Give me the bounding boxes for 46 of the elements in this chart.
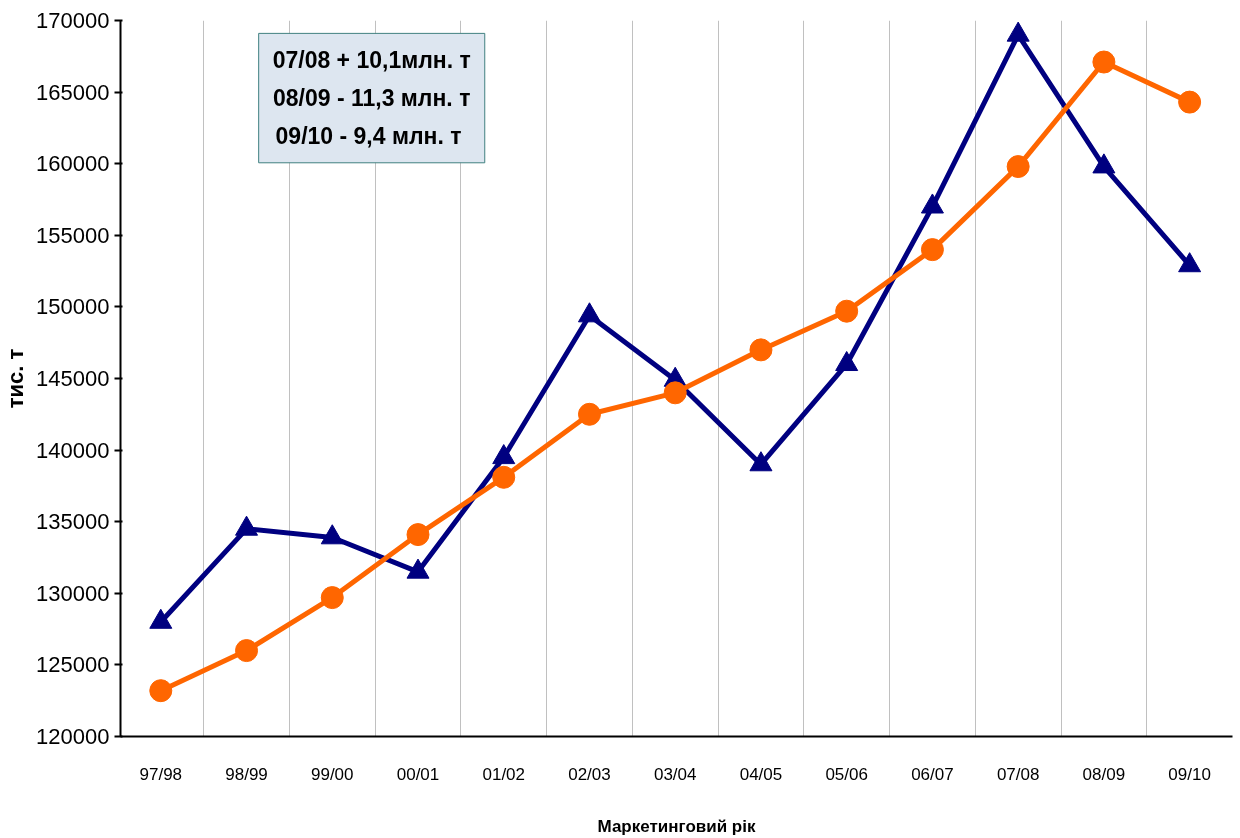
point	[1006, 21, 1030, 42]
y-tick-label: 160000	[36, 151, 110, 177]
x-tick-label: 07/08	[996, 764, 1040, 784]
point	[492, 465, 516, 489]
y-tick-label: 150000	[36, 294, 110, 320]
point	[749, 338, 773, 362]
x-tick-label: 08/09	[1082, 764, 1126, 784]
point	[577, 302, 601, 323]
point	[835, 350, 859, 372]
point	[920, 193, 944, 214]
x-tick-label: 05/06	[825, 764, 868, 784]
point	[749, 451, 773, 472]
x-tick-label: 06/07	[911, 764, 954, 784]
point	[1092, 153, 1116, 174]
y-tick-label: 155000	[36, 222, 110, 248]
y-tick-label: 170000	[36, 8, 110, 33]
y-tick-label: 130000	[36, 580, 110, 606]
y-tick-label: 140000	[36, 437, 110, 463]
point	[149, 679, 173, 703]
point	[406, 523, 430, 547]
y-tick-label: 120000	[36, 724, 110, 749]
point	[1178, 252, 1202, 273]
point	[577, 402, 601, 426]
y-tick-label: 125000	[36, 652, 110, 678]
x-tick-label: 04/05	[739, 764, 783, 784]
x-tick-label: 99/00	[311, 764, 354, 784]
y-tick-label: 145000	[36, 366, 110, 391]
point	[320, 586, 344, 610]
x-tick-label: 00/01	[396, 764, 440, 784]
point	[663, 381, 687, 405]
x-tick-label: 09/10	[1168, 764, 1211, 784]
y-tick-label: 165000	[36, 79, 110, 105]
point	[492, 444, 516, 465]
x-tick-label: 97/98	[139, 764, 183, 784]
x-tick-label: 02/03	[568, 764, 611, 784]
y-tick-label: 135000	[36, 509, 110, 535]
x-tick-label: 98/99	[225, 764, 268, 784]
annotation: 08/09 - 11,3 млн. т	[272, 85, 471, 112]
y-axis-title: тис. т	[3, 348, 29, 409]
x-axis-title: Маркетинговий рік	[597, 816, 756, 836]
annotation: 07/08 + 10,1млн. т	[272, 47, 471, 74]
x-tick-label: 03/04	[653, 764, 697, 784]
point	[835, 299, 859, 323]
point	[235, 639, 259, 663]
x-tick-label: 01/02	[482, 764, 526, 784]
annotation: 09/10 - 9,4 млн. т	[275, 122, 462, 149]
